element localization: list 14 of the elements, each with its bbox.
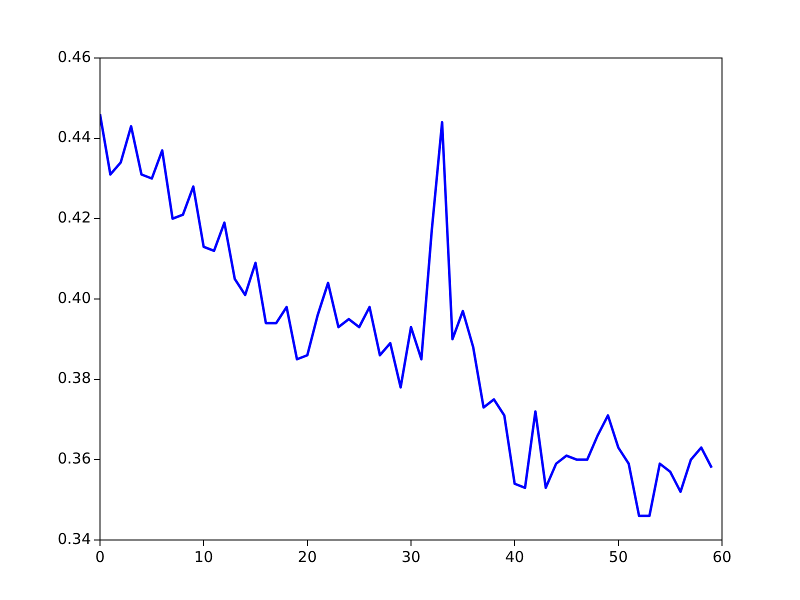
x-tick-label: 0 [95, 548, 105, 566]
y-tick-label: 0.44 [58, 128, 91, 146]
y-tick-label: 0.38 [58, 369, 91, 388]
y-tick-label: 0.40 [58, 288, 91, 307]
x-tick-label: 30 [401, 548, 421, 566]
x-tick-label: 10 [194, 548, 214, 566]
y-tick-label: 0.46 [58, 48, 91, 66]
x-tick-label: 40 [505, 548, 524, 566]
x-tick-label: 50 [608, 548, 628, 566]
y-tick-label: 0.36 [58, 450, 91, 468]
y-tick-label: 0.42 [58, 208, 91, 227]
x-tick-label: 20 [298, 548, 317, 566]
x-tick-label: 60 [712, 548, 732, 566]
y-tick-label: 0.34 [58, 530, 91, 548]
